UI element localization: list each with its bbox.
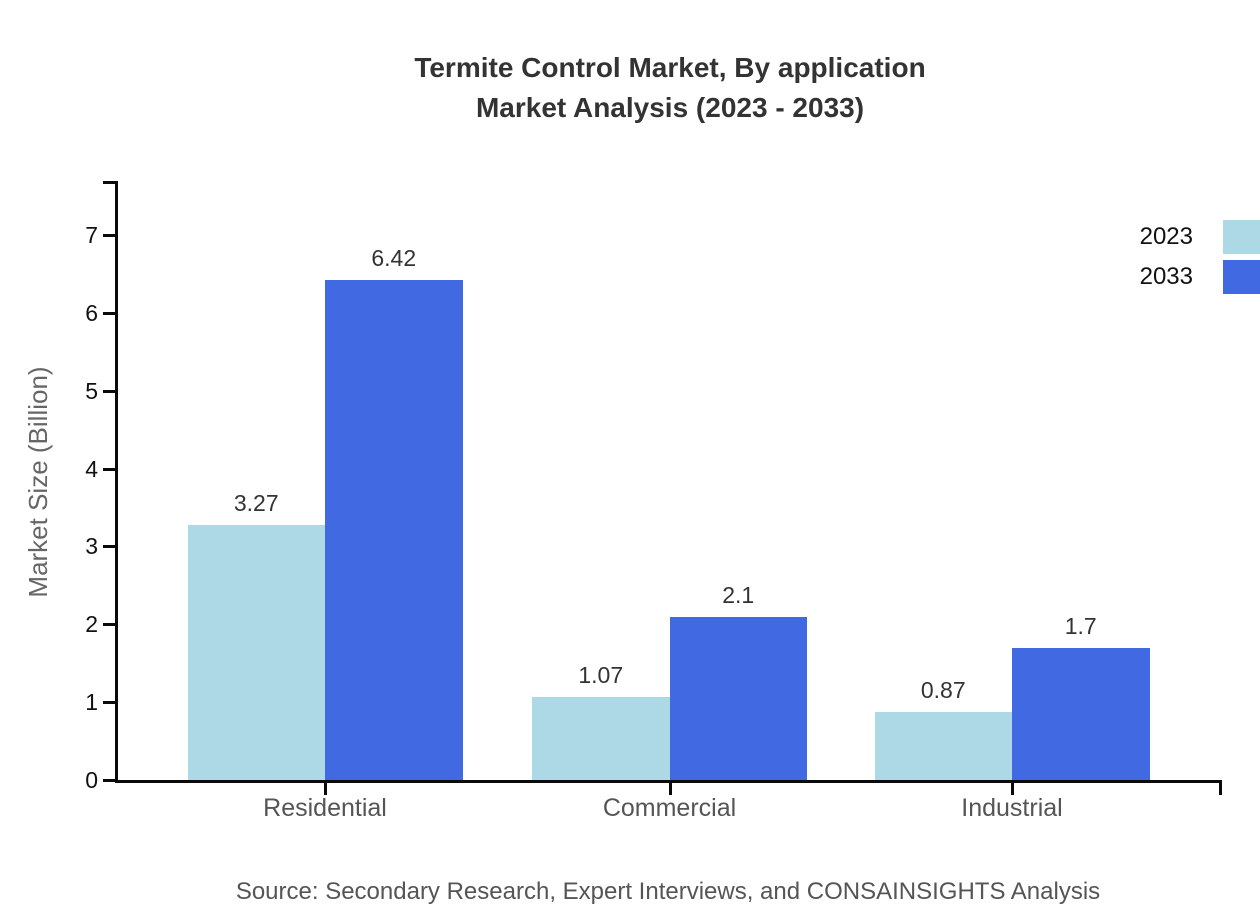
chart-title-line2: Market Analysis (2023 - 2033)	[475, 92, 865, 123]
x-tick	[324, 783, 327, 795]
bar-2023-residential	[187, 525, 325, 780]
x-category-label: Residential	[263, 794, 387, 822]
x-category-label: Industrial	[961, 794, 1063, 822]
y-tick-label: 6	[85, 299, 98, 326]
bar-value-label: 1.07	[578, 661, 624, 688]
x-tick	[668, 783, 672, 795]
chart-title: Termite Control Market, By application M…	[80, 48, 1260, 128]
source-attribution: Source: Secondary Research, Expert Inter…	[235, 878, 1101, 905]
y-tick	[103, 779, 115, 782]
x-tick	[1011, 783, 1014, 795]
y-axis-top-cap	[103, 181, 115, 184]
bar-value-label: 6.42	[371, 245, 417, 272]
y-tick	[103, 545, 115, 549]
bar-2033-residential	[325, 280, 463, 780]
y-tick-label: 2	[85, 611, 98, 638]
chart-title-line1: Termite Control Market, By application	[414, 52, 926, 83]
bar-2033-commercial	[669, 616, 807, 780]
y-tick-label: 0	[85, 767, 98, 793]
y-tick-label: 3	[85, 533, 98, 560]
legend: 2023 2033	[940, 220, 1260, 300]
legend-item-2033: 2033	[940, 260, 1260, 294]
y-tick	[103, 701, 115, 705]
x-axis-end-cap	[1219, 780, 1222, 795]
y-tick	[103, 234, 115, 237]
y-tick-label: 4	[85, 455, 98, 482]
bar-value-label: 2.1	[722, 581, 755, 608]
y-tick	[103, 623, 115, 627]
x-axis-line	[115, 780, 1222, 783]
bar-2023-commercial	[532, 696, 670, 780]
bar-value-label: 3.27	[233, 490, 279, 517]
bar-value-label: 0.87	[920, 677, 966, 704]
y-tick-label: 7	[85, 222, 98, 248]
legend-label: 2033	[1139, 263, 1193, 290]
y-tick	[103, 389, 115, 393]
legend-item-2023: 2023	[940, 220, 1260, 254]
y-tick-label: 1	[85, 689, 98, 716]
y-tick-label: 5	[85, 377, 98, 404]
x-category-label: Commercial	[602, 794, 737, 822]
legend-swatch-2033	[1223, 260, 1260, 294]
legend-swatch-2023	[1223, 220, 1260, 254]
bar-2033-industrial	[1012, 647, 1150, 780]
bar-2023-industrial	[874, 712, 1012, 780]
y-tick	[103, 311, 115, 315]
bar-value-label: 1.7	[1064, 612, 1097, 639]
y-axis-line	[115, 181, 118, 783]
legend-label: 2023	[1139, 223, 1193, 250]
y-tick	[103, 467, 115, 471]
